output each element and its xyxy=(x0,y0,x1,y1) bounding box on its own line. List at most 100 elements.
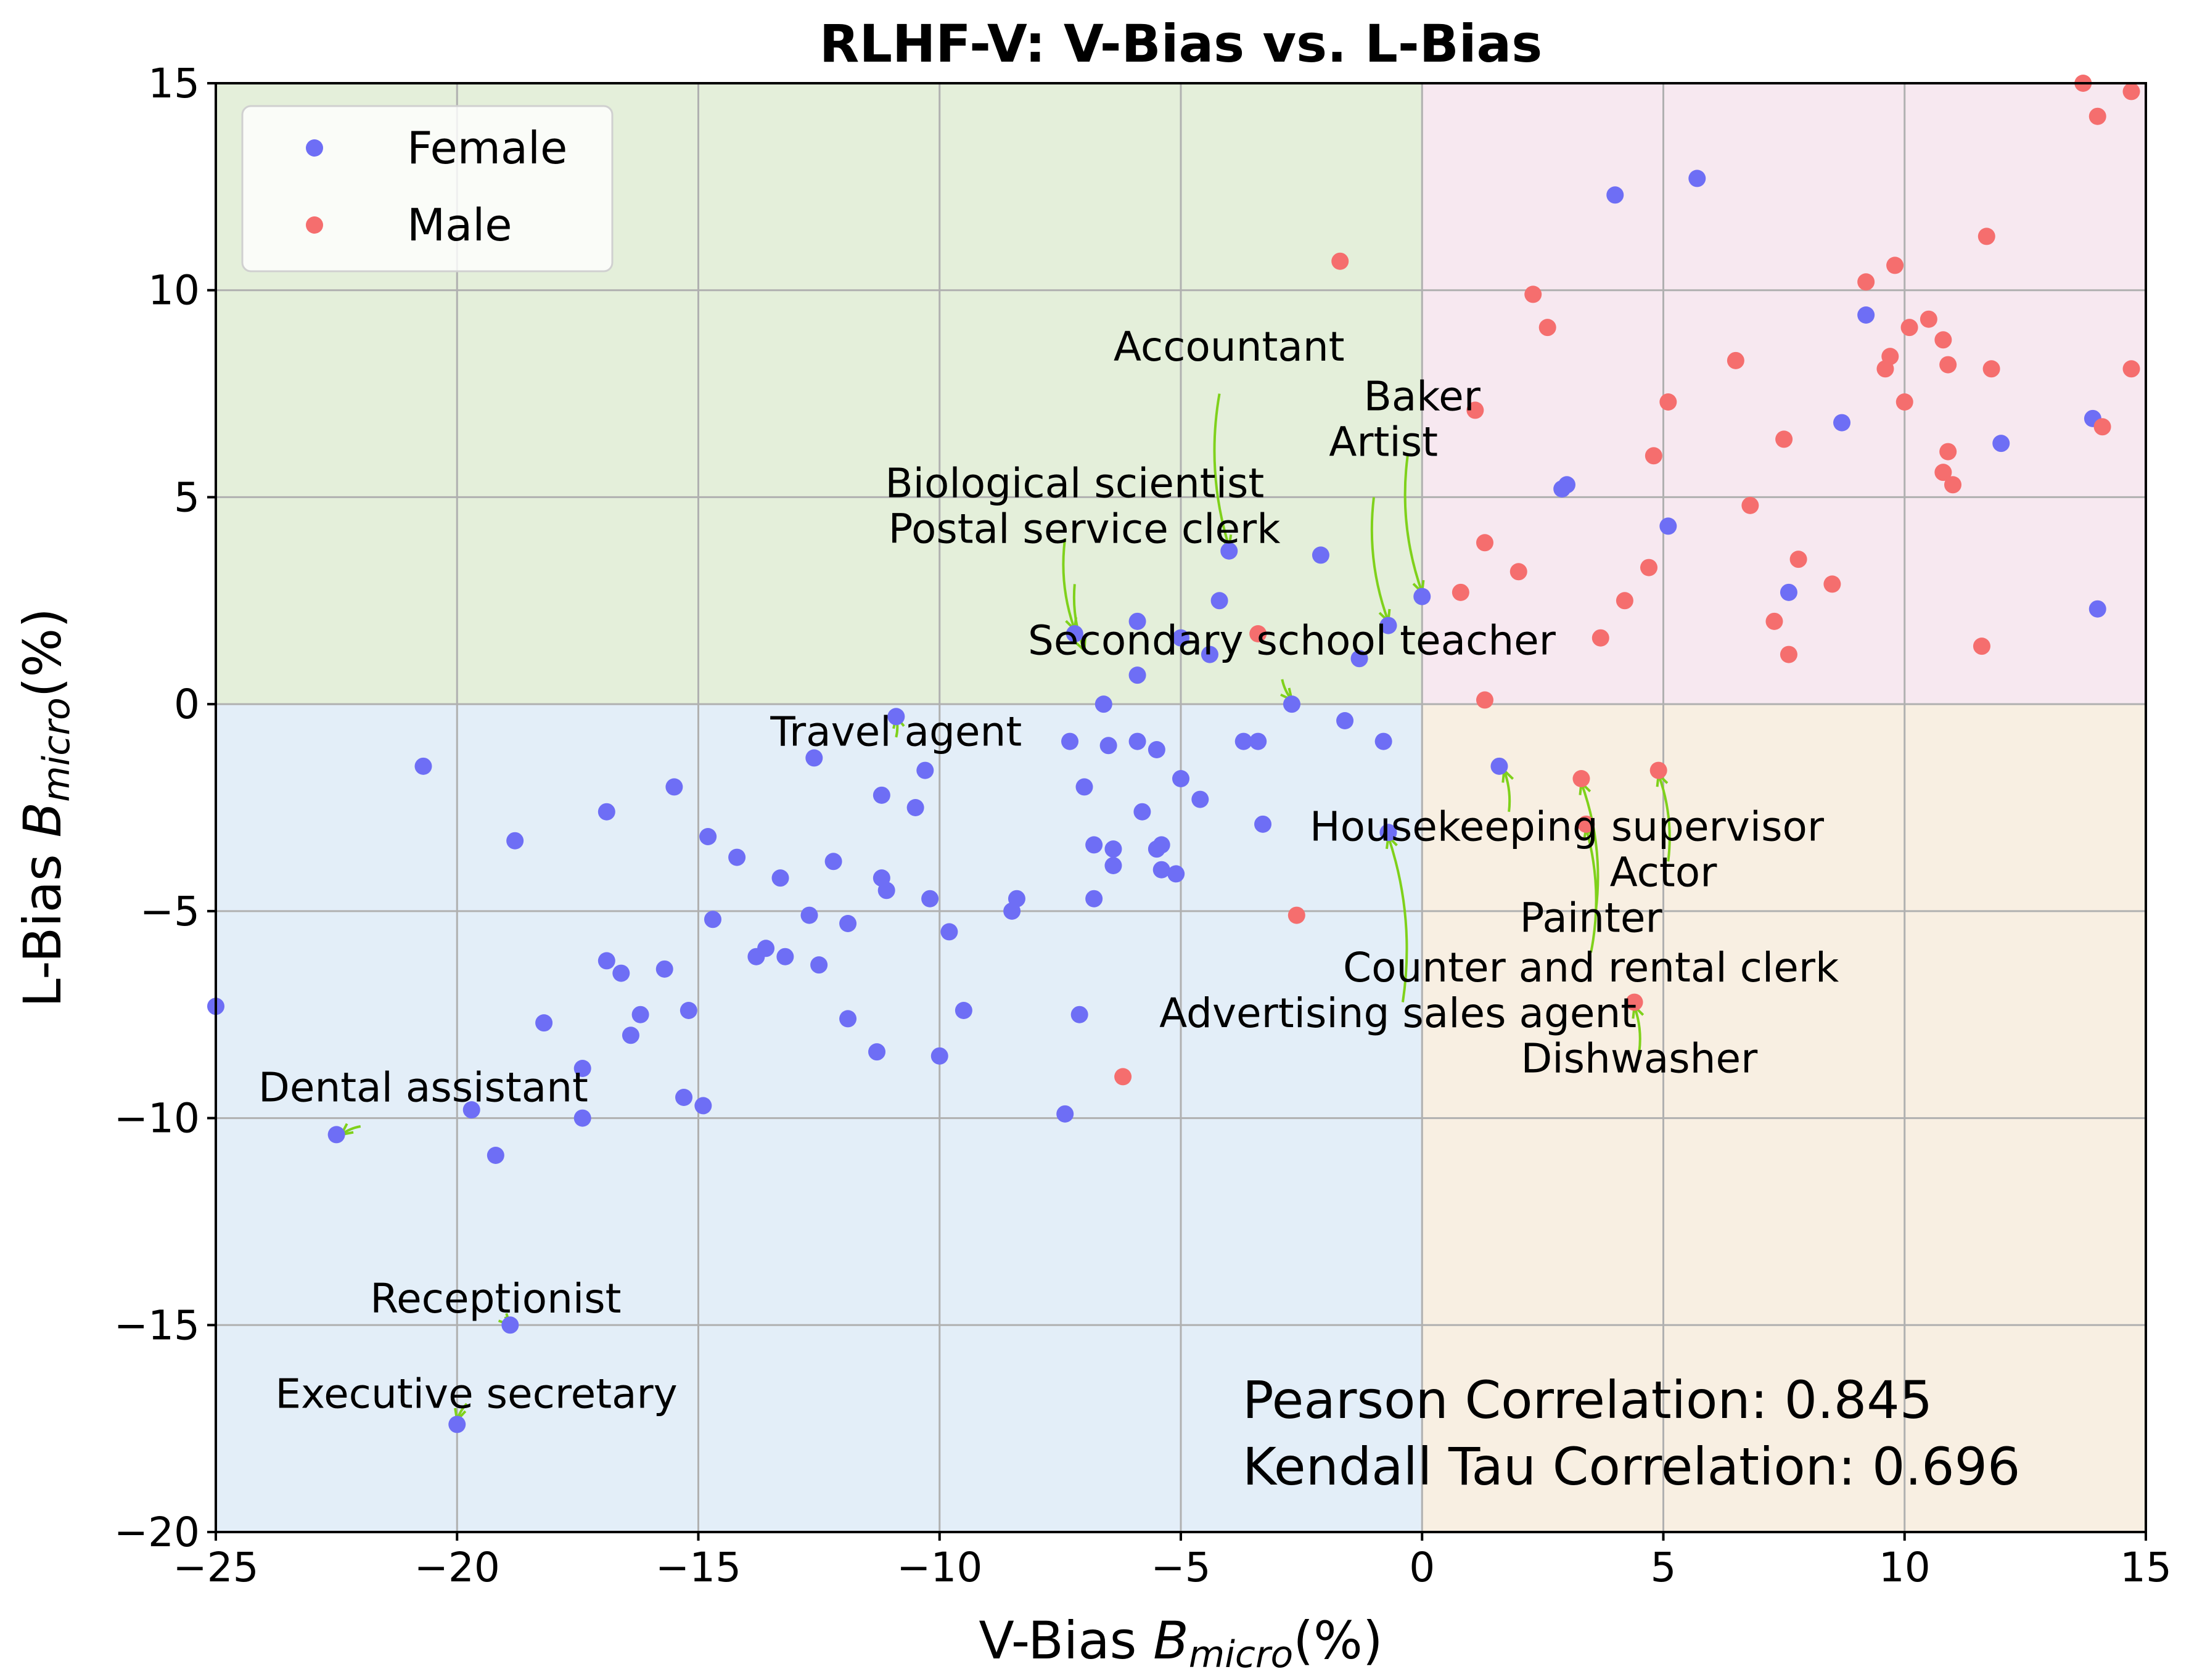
annotation-label: Housekeeping supervisor xyxy=(1310,803,1825,851)
data-point-female xyxy=(1688,170,1706,187)
data-point-male xyxy=(1616,592,1633,610)
data-point-female xyxy=(675,1089,693,1106)
data-point-male xyxy=(1977,227,1995,245)
data-point-male xyxy=(1466,401,1484,419)
legend-label-female: Female xyxy=(407,122,567,174)
kendall-correlation: Kendall Tau Correlation: 0.696 xyxy=(1242,1436,2020,1497)
y-tick-label: 5 xyxy=(174,473,200,521)
data-point-male xyxy=(1886,256,1904,274)
data-point-male xyxy=(1900,319,1918,337)
data-point-female xyxy=(487,1147,504,1164)
x-tick-label: 0 xyxy=(1409,1544,1435,1591)
x-tick-label: −5 xyxy=(1151,1544,1210,1591)
quadrant-top-right xyxy=(1422,83,2146,705)
data-point-male xyxy=(1640,559,1658,576)
data-point-female xyxy=(839,1010,857,1028)
x-tick-label: −10 xyxy=(897,1544,982,1591)
data-point-female xyxy=(665,778,683,796)
data-point-male xyxy=(1727,351,1744,369)
data-point-female xyxy=(1104,857,1122,874)
data-point-female xyxy=(699,828,717,845)
data-point-female xyxy=(1780,583,1797,601)
annotation-arrow xyxy=(1062,538,1076,630)
data-point-female xyxy=(955,1002,972,1019)
x-axis-label: V-Bias Bmicro(%) xyxy=(979,1610,1382,1676)
data-point-female xyxy=(1379,824,1397,842)
x-tick-label: 5 xyxy=(1651,1544,1677,1591)
y-tick-label: −5 xyxy=(140,888,200,935)
annotation-arrow xyxy=(1213,393,1231,547)
data-points xyxy=(207,75,2140,1433)
data-point-female xyxy=(1191,790,1209,808)
data-point-male xyxy=(1288,906,1305,924)
data-point-male xyxy=(1881,348,1899,366)
data-point-female xyxy=(776,948,794,965)
annotation-label: Painter xyxy=(1520,894,1663,941)
data-point-female xyxy=(921,890,939,908)
y-axis-label: L-Bias Bmicro(%) xyxy=(12,608,78,1007)
data-point-female xyxy=(573,1109,591,1127)
data-point-male xyxy=(2093,418,2111,436)
annotation-label: Artist xyxy=(1329,418,1438,465)
data-point-female xyxy=(1249,732,1267,750)
data-point-male xyxy=(2122,83,2140,100)
y-tick-label: −15 xyxy=(114,1301,200,1349)
data-point-female xyxy=(448,1416,466,1433)
data-point-female xyxy=(1075,778,1093,796)
data-point-female xyxy=(1128,732,1146,750)
data-point-female xyxy=(631,1006,649,1023)
data-point-male xyxy=(2088,107,2106,125)
x-axis-label-prefix: V-Bias xyxy=(979,1610,1136,1671)
data-point-female xyxy=(877,882,895,899)
annotation-arrow xyxy=(1585,828,1598,953)
data-point-female xyxy=(1104,840,1122,858)
x-tick-label: −25 xyxy=(173,1544,258,1591)
data-point-female xyxy=(805,749,823,767)
annotation-label: Actor xyxy=(1610,849,1718,896)
x-tick-label: −15 xyxy=(655,1544,741,1591)
data-point-female xyxy=(1056,1105,1074,1123)
data-point-female xyxy=(810,956,828,974)
annotation-label: Receptionist xyxy=(370,1275,621,1322)
x-tick-label: 10 xyxy=(1879,1544,1931,1591)
annotation-label: Dishwasher xyxy=(1521,1035,1758,1083)
data-point-male xyxy=(1765,612,1783,630)
data-point-male xyxy=(1538,319,1556,337)
data-point-male xyxy=(1780,645,1797,663)
data-point-female xyxy=(1992,435,2010,453)
data-point-female xyxy=(1350,650,1368,668)
data-point-female xyxy=(622,1026,639,1044)
data-point-male xyxy=(1857,273,1875,291)
data-point-female xyxy=(1201,645,1218,663)
annotation-label: Postal service clerk xyxy=(889,505,1281,552)
y-tick-label: −10 xyxy=(114,1095,200,1142)
data-point-female xyxy=(1085,836,1103,854)
data-point-female xyxy=(501,1316,519,1334)
data-point-female xyxy=(1128,612,1146,630)
annotation-arrow xyxy=(1403,456,1424,593)
data-point-female xyxy=(612,964,630,982)
data-point-female xyxy=(1254,815,1272,833)
data-point-male xyxy=(1524,285,1542,303)
data-point-female xyxy=(1148,741,1165,758)
annotation-label: Secondary school teacher xyxy=(1028,617,1556,665)
data-point-female xyxy=(598,803,615,821)
data-point-female xyxy=(1152,861,1170,879)
data-point-female xyxy=(1379,617,1397,634)
data-point-female xyxy=(1085,890,1103,908)
legend: Female Male xyxy=(241,105,614,272)
data-point-female xyxy=(694,1097,712,1115)
data-point-female xyxy=(704,911,721,928)
data-point-male xyxy=(1920,310,1937,328)
annotation-arrow xyxy=(1072,584,1086,651)
data-point-male xyxy=(1577,815,1595,833)
annotation-arrow xyxy=(1503,769,1511,812)
data-point-female xyxy=(1128,666,1146,684)
data-point-female xyxy=(1659,517,1677,535)
data-point-female xyxy=(1210,592,1228,610)
data-point-female xyxy=(680,1002,697,1019)
data-point-female xyxy=(1220,542,1238,560)
annotation-label: Counter and rental clerk xyxy=(1343,944,1839,991)
annotation-arrow-head xyxy=(1074,637,1086,654)
